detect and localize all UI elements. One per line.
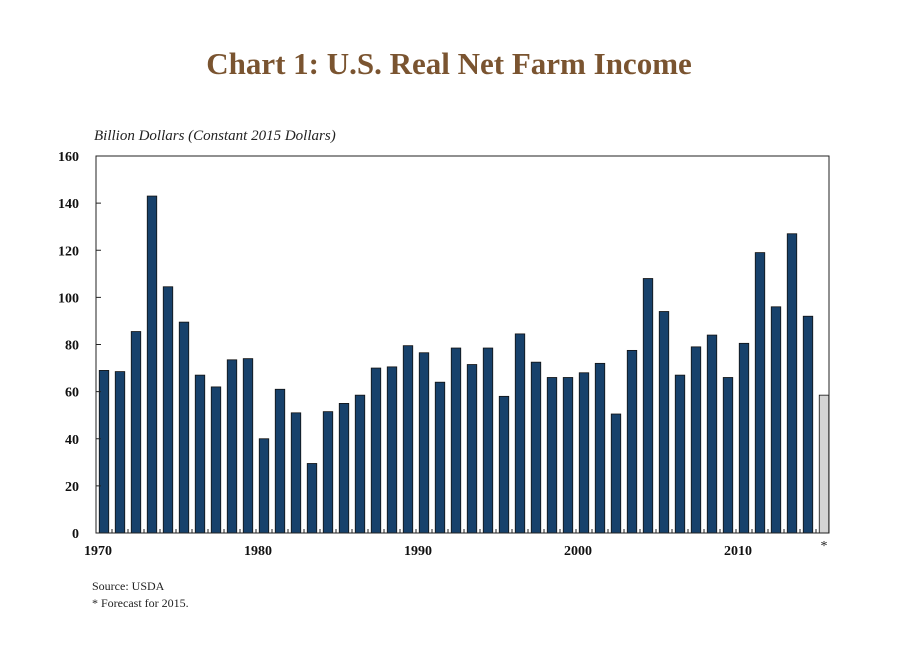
x-tick-label: 1980 xyxy=(244,544,272,559)
bars-group xyxy=(98,195,830,534)
y-tick-label: 120 xyxy=(58,244,79,259)
bar-1978 xyxy=(226,359,238,534)
y-axis: 0 20 40 60 80 100 120 140 160 xyxy=(58,150,101,542)
bar-1997 xyxy=(530,361,542,534)
bar-1984 xyxy=(322,411,334,534)
bar-1976 xyxy=(194,374,206,534)
bar-2003 xyxy=(626,349,638,534)
source-note: Source: USDA xyxy=(92,579,165,593)
bar-1995 xyxy=(498,395,510,534)
y-tick-label: 80 xyxy=(65,339,79,354)
y-tick-label: 60 xyxy=(65,386,79,401)
bar-1973 xyxy=(146,195,158,534)
bar-1975 xyxy=(178,321,190,534)
x-tick-label: 2000 xyxy=(564,544,592,559)
bar-1992 xyxy=(450,347,462,534)
bar-1991 xyxy=(434,381,446,534)
bar-1977 xyxy=(210,386,222,534)
y-tick-label: 160 xyxy=(58,150,79,165)
y-tick-label: 0 xyxy=(72,527,79,542)
bar-2006 xyxy=(674,374,686,534)
chart-title: Chart 1: U.S. Real Net Farm Income xyxy=(206,46,692,81)
bar-2004 xyxy=(642,278,654,534)
y-tick-label: 100 xyxy=(58,291,79,306)
x-tick-label: 1970 xyxy=(84,544,112,559)
bar-2007 xyxy=(690,346,702,534)
x-tick-label: 2010 xyxy=(724,544,752,559)
bar-1986 xyxy=(354,394,366,534)
y-axis-label: Billion Dollars (Constant 2015 Dollars) xyxy=(94,128,336,144)
bar-1998 xyxy=(546,377,558,534)
bar-2014 xyxy=(802,315,814,534)
x-tick-label: 1990 xyxy=(404,544,432,559)
bar-1983 xyxy=(306,463,318,534)
bar-1990 xyxy=(418,352,430,534)
bar-1999 xyxy=(562,377,574,534)
plot-frame xyxy=(95,155,830,534)
forecast-note: * Forecast for 2015. xyxy=(92,596,189,610)
bar-2013 xyxy=(786,233,798,534)
bar-2002 xyxy=(610,413,622,534)
bar-2000 xyxy=(578,372,590,534)
bar-1971 xyxy=(114,371,126,534)
bar-2005 xyxy=(658,311,670,534)
bar-1979 xyxy=(242,358,254,534)
bar-forecast-2015 xyxy=(818,394,830,534)
bar-2001 xyxy=(594,362,606,534)
bar-2010 xyxy=(738,342,750,534)
bar-1989 xyxy=(402,345,414,534)
bar-1996 xyxy=(514,333,526,534)
y-tick-label: 140 xyxy=(58,197,79,212)
forecast-marker: * xyxy=(821,539,828,554)
x-axis: 1970 1980 1990 2000 2010 xyxy=(84,529,817,559)
bar-1972 xyxy=(130,331,142,534)
bar-2011 xyxy=(754,252,766,534)
bar-2009 xyxy=(722,377,734,534)
bar-2012 xyxy=(770,306,782,534)
bar-1970 xyxy=(98,370,110,534)
bar-1994 xyxy=(482,347,494,534)
bar-1988 xyxy=(386,366,398,534)
bar-1982 xyxy=(290,412,302,534)
bar-1974 xyxy=(162,286,174,534)
bar-1981 xyxy=(274,388,286,534)
bar-1987 xyxy=(370,367,382,534)
y-tick-label: 40 xyxy=(65,433,79,448)
bar-2008 xyxy=(706,334,718,534)
bar-1993 xyxy=(466,364,478,534)
y-tick-label: 20 xyxy=(65,480,79,495)
bar-1985 xyxy=(338,403,350,534)
bar-1980 xyxy=(258,438,270,534)
